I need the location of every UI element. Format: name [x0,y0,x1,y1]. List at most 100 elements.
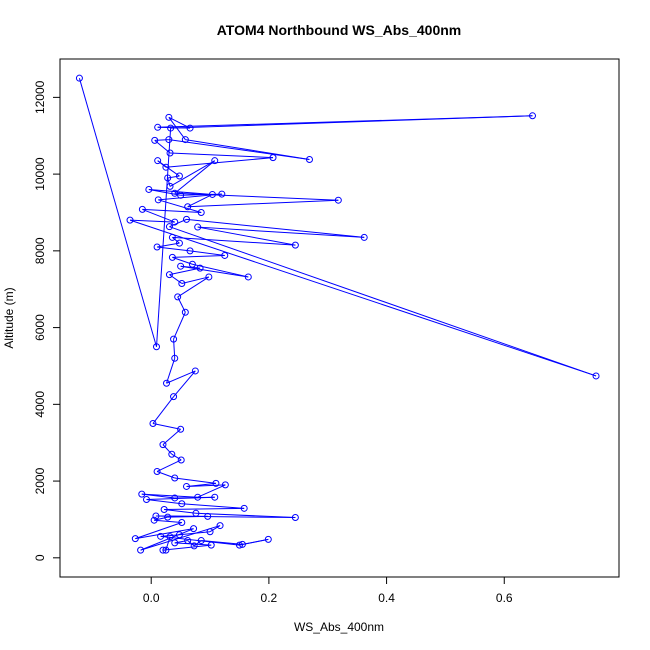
data-point [138,490,146,498]
series-line-segment [187,199,339,208]
data-point [183,215,191,223]
series-line-segment [192,263,249,278]
data-point [244,273,252,281]
series-line-segment [135,522,182,540]
data-point [175,172,183,180]
data-point [174,293,182,301]
chart-title: ATOM4 Northbound WS_Abs_400nm [217,22,462,38]
data-point [184,537,192,545]
data-point [207,541,215,549]
data-point [178,519,186,527]
x-axis-label: WS_Abs_400nm [294,620,384,634]
data-point [154,157,162,165]
data-point [291,241,299,249]
data-point [196,264,204,272]
series-line-segment [157,242,180,248]
data-point [360,233,368,241]
data-point [184,203,192,211]
data-point [190,525,198,533]
data-point [153,467,161,475]
series-line-segment [146,498,182,505]
series-line-segment [172,237,180,244]
series-line-segment [154,139,169,141]
series-line-segment [197,226,365,238]
series-line-segment [142,208,202,213]
data-point [334,196,342,204]
data-point [171,354,179,362]
series-line-segment [177,276,210,298]
series-line-segment [169,267,201,276]
data-point [165,113,173,121]
data-point [165,271,173,279]
x-tick-label: 0.4 [378,591,395,605]
data-point [162,546,170,554]
x-tick-label: 0.6 [496,591,513,605]
series-line-segment [152,396,174,424]
series-line-segment [168,139,310,161]
series-line-segment [135,528,194,540]
data-point [167,124,175,132]
data-point [181,308,189,316]
series-line-segment [158,199,202,213]
y-tick-label: 4000 [33,391,47,418]
data-point [240,504,248,512]
series-line-segment [162,444,173,455]
data-point [162,163,170,171]
data-point [171,218,179,226]
data-point [177,191,185,199]
series-line-segment [129,219,597,377]
data-point [186,247,194,255]
data-point [208,190,216,198]
series-line-segment [168,116,191,129]
data-point [75,74,83,82]
data-point [238,540,246,548]
series-line-segment [187,540,195,547]
data-point [153,343,161,351]
data-point [186,124,194,132]
data-point [192,509,200,517]
data-point [190,542,198,550]
data-point [131,535,139,543]
data-point [204,512,212,520]
y-tick-label: 10000 [33,157,47,191]
data-point [264,535,272,543]
series-line-segment [156,459,182,472]
series-line-segment [186,218,365,238]
data-point [166,533,174,541]
data-point [150,516,158,524]
data-point [165,223,173,231]
series-line-segment [167,515,208,518]
series-line-segment [157,246,191,252]
series-line-segment [157,115,533,128]
data-point [160,505,168,513]
y-tick-label: 0 [33,554,47,561]
series-points [75,74,600,554]
series-line-segment [173,312,186,340]
series-line-segment [209,525,221,533]
data-point [151,136,159,144]
series-line-segment [174,477,216,484]
data-point [529,112,537,120]
data-point [291,514,299,522]
series-line-segment [164,507,245,510]
series-line-segment [156,128,172,347]
series-line-segment [171,453,182,461]
y-axis-label: Altitude (m) [2,287,16,348]
series-line-segment [187,193,213,208]
data-point [197,208,205,216]
data-point [153,243,161,251]
series-line-segment [172,256,193,265]
series-line-segment [141,493,198,498]
series-line-segment [197,484,226,498]
series-line-segment [180,265,249,278]
series-line-segment [195,512,296,519]
series-line-segment [167,175,180,179]
series-line-segment [242,538,269,545]
data-point [216,522,224,530]
data-point [206,528,214,536]
series-line-segment [130,219,175,223]
data-point [165,136,173,144]
series-line-segment [141,493,175,499]
